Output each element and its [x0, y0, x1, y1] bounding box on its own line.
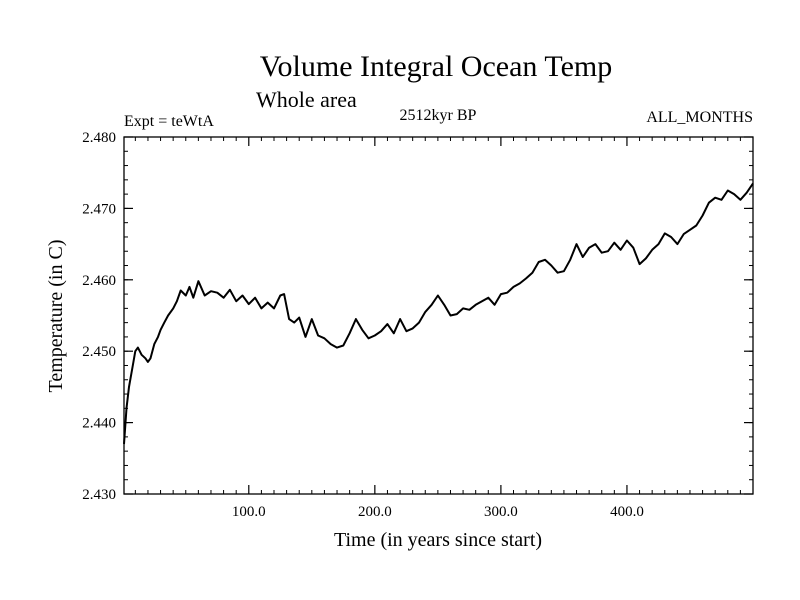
y-tick-label: 2.460	[82, 273, 116, 289]
x-axis-ticks: 100.0 200.0 300.0 400.0	[134, 137, 741, 520]
x-tick-label: 100.0	[232, 504, 266, 520]
y-tick-label: 2.440	[82, 416, 116, 432]
chart-title: Volume Integral Ocean Temp	[260, 50, 613, 83]
y-axis-label: Temperature (in C)	[45, 240, 67, 393]
period-label: 2512kyr BP	[400, 107, 477, 124]
months-label: ALL_MONTHS	[646, 109, 753, 126]
y-axis-ticks: 2.430 2.440 2.450 2.460 2.470 2.480	[82, 130, 753, 503]
series-line-teWtA	[123, 182, 754, 445]
experiment-label: Expt = teWtA	[124, 113, 214, 130]
chart-subtitle: Whole area	[256, 87, 357, 112]
plot-frame	[123, 136, 754, 495]
y-tick-label: 2.470	[82, 201, 116, 217]
x-axis-label: Time (in years since start)	[334, 529, 542, 551]
y-tick-label: 2.480	[82, 130, 116, 146]
y-tick-label: 2.450	[82, 344, 116, 360]
x-tick-label: 300.0	[484, 504, 518, 520]
x-tick-label: 200.0	[358, 504, 392, 520]
y-tick-label: 2.430	[82, 487, 116, 503]
x-tick-label: 400.0	[610, 504, 644, 520]
